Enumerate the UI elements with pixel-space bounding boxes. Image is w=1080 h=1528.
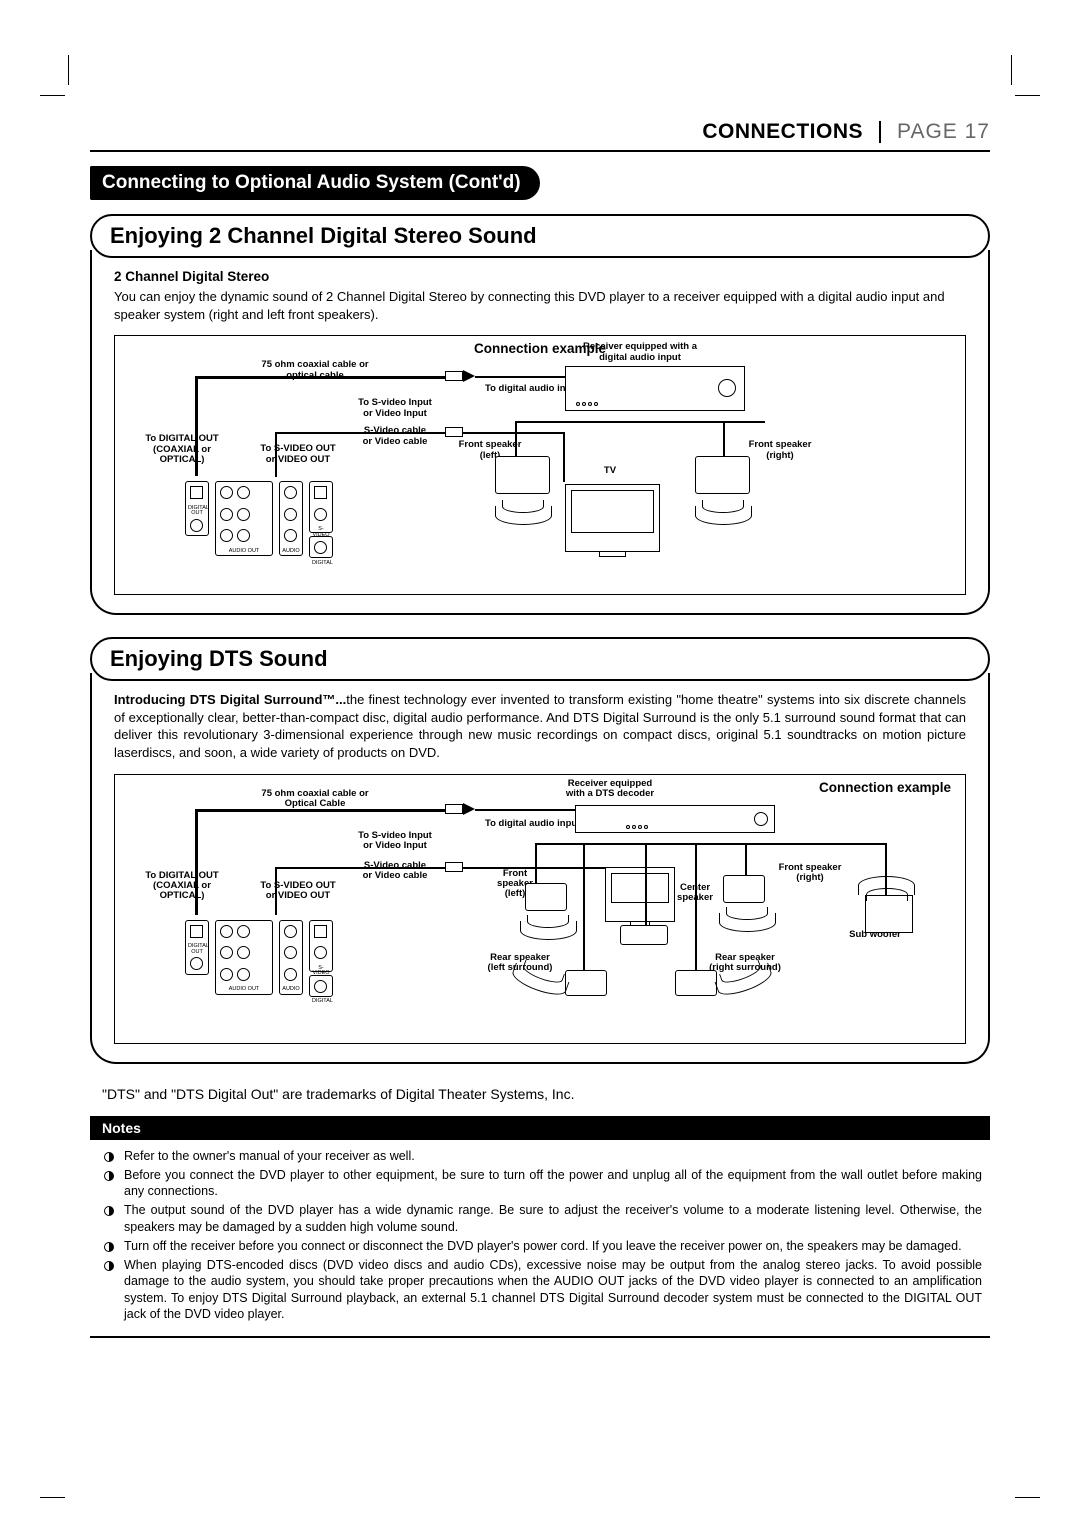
jack-panel-2: DIGITALOUT AUDIO OUT AUDIO S-VIDEO DIGIT… [185, 920, 355, 1000]
lbl2-rcv: Receiver equippedwith a DTS decoder [545, 779, 675, 800]
spk-fl [525, 883, 567, 911]
note-item: Refer to the owner's manual of your rece… [98, 1148, 982, 1164]
jack-panel-1: DIGITALOUT AUDIO OUT AUDIO S-VIDEO DIGIT… [185, 481, 355, 561]
lbl-svcable: S-Video cableor Video cable [335, 426, 455, 447]
lbl-svin: To S-video Inputor Video Input [335, 398, 455, 419]
notes-list: Refer to the owner's manual of your rece… [90, 1148, 990, 1323]
diagram2-title: Connection example [819, 779, 951, 797]
lbl2-coax: 75 ohm coaxial cable orOptical Cable [245, 789, 385, 810]
note-item: Turn off the receiver before you connect… [98, 1238, 982, 1254]
diagram-1: Connection example 75 ohm coaxial cable … [114, 335, 966, 595]
spk-center [620, 925, 668, 945]
lbl-tv: TV [590, 466, 630, 476]
section-name: CONNECTIONS [702, 120, 863, 144]
section2-lead: Introducing DTS Digital Surround™... [114, 692, 346, 707]
main-banner: Connecting to Optional Audio System (Con… [90, 166, 540, 200]
lbl2-svcable: S-Video cableor Video cable [335, 861, 455, 882]
section1-box: 2 Channel Digital Stereo You can enjoy t… [90, 250, 990, 615]
footer-rule [90, 1336, 990, 1338]
section1-body: You can enjoy the dynamic sound of 2 Cha… [114, 288, 966, 323]
section1-title: Enjoying 2 Channel Digital Stereo Sound [90, 214, 990, 258]
notes-banner: Notes [90, 1116, 990, 1140]
page-number: PAGE 17 [897, 120, 990, 144]
note-item: When playing DTS-encoded discs (DVD vide… [98, 1257, 982, 1322]
lbl2-digout: To DIGITAL OUT(COAXIAL orOPTICAL) [127, 871, 237, 902]
lbl2-svout: To S-VIDEO OUTor VIDEO OUT [243, 881, 353, 902]
header-divider [879, 121, 881, 143]
lbl-digout: To DIGITAL OUT(COAXIAL orOPTICAL) [127, 434, 237, 465]
note-item: The output sound of the DVD player has a… [98, 1202, 982, 1235]
note-item: Before you connect the DVD player to oth… [98, 1167, 982, 1200]
receiver-box [565, 366, 745, 411]
section2-box: Introducing DTS Digital Surround™...the … [90, 673, 990, 1063]
lbl-rcv: Receiver equipped with adigital audio in… [565, 342, 715, 363]
tv-box-2 [605, 867, 675, 922]
receiver-box-2 [575, 805, 775, 833]
lbl-svout: To S-VIDEO OUTor VIDEO OUT [243, 444, 353, 465]
spk-fr [723, 875, 765, 903]
section2-title: Enjoying DTS Sound [90, 637, 990, 681]
lbl2-fr: Front speaker(right) [765, 863, 855, 884]
page-header: CONNECTIONS PAGE 17 [90, 120, 990, 152]
speaker-left [495, 456, 550, 494]
speaker-right [695, 456, 750, 494]
lbl2-svin: To S-video Inputor Video Input [335, 831, 455, 852]
tv-box [565, 484, 660, 552]
trademark-note: "DTS" and "DTS Digital Out" are trademar… [102, 1086, 990, 1102]
section1-subhead: 2 Channel Digital Stereo [114, 268, 966, 286]
diagram-2: Connection example 75 ohm coaxial cable … [114, 774, 966, 1044]
